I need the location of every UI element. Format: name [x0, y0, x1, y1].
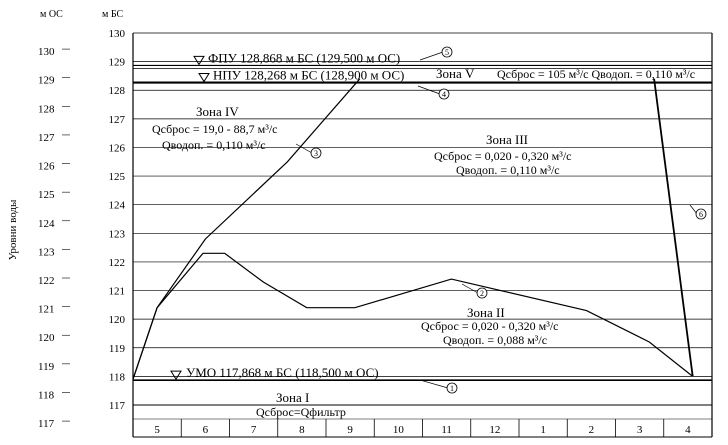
y-tick-bs: 122 [109, 257, 126, 269]
zone-ii-flow-2: Qводоп. = 0,088 м³/с [443, 333, 547, 347]
level-marker-fpu [193, 55, 205, 66]
zone-iii-flow-1: Qсброс = 0,020 - 0,320 м³/с [434, 149, 571, 163]
x-tick-month: 4 [685, 424, 691, 436]
level-label-fpu: ФПУ 128,868 м БС (129,500 м ОС) [208, 50, 400, 65]
y-tick-bs: 119 [109, 343, 126, 355]
plot-frame [132, 33, 713, 438]
marker-circle-1 [446, 382, 458, 394]
y-tick-os: 117 [38, 418, 55, 430]
marker-label-2: 2 [480, 289, 484, 298]
x-tick-month: 8 [299, 424, 305, 436]
header-bs: м БС [102, 9, 124, 20]
y-tick-os: 124 [38, 218, 55, 230]
zone-annotations: Зона V Qсброс = 105 м³/с Qводоп. = 0,110 … [152, 66, 695, 419]
series-line-2 [132, 252, 694, 380]
y-tick-bs: 118 [109, 371, 126, 383]
y-tick-bs: 117 [109, 400, 126, 412]
y-tick-os: 119 [38, 361, 55, 373]
y-tick-bs: 130 [109, 28, 126, 40]
y-tick-bs: 126 [109, 142, 126, 154]
x-tick-month: 6 [203, 424, 209, 436]
marker-circle-2 [476, 287, 488, 299]
marker-leader-5 [419, 51, 444, 61]
marker-label-6: 6 [699, 210, 703, 219]
y-tick-os: 118 [38, 389, 55, 401]
y-tick-bs: 129 [109, 57, 126, 69]
marker-label-5: 5 [445, 48, 449, 57]
x-tick-month: 9 [347, 424, 353, 436]
y-tick-os: 122 [38, 275, 55, 287]
zone-i-flow: Qсброс=Qфильтр [256, 405, 346, 419]
marker-circle-3 [310, 147, 322, 159]
x-tick-month: 10 [393, 424, 405, 436]
y-axis-title: Уровни воды [7, 199, 19, 260]
y-tick-bs: 125 [109, 171, 126, 183]
zone-iv-name: Зона IV [196, 104, 239, 119]
axis-ticks: 1301291281271261251241231221211201191181… [38, 28, 691, 436]
level-marker-umo [170, 370, 182, 381]
x-tick-month: 3 [637, 424, 643, 436]
zone-iii-name: Зона III [486, 132, 528, 147]
marker-leader-3 [295, 143, 313, 154]
marker-label-1: 1 [450, 384, 454, 393]
y-tick-bs: 128 [109, 85, 126, 97]
level-label-umo: УМО 117,868 м БС (118,500 м ОС) [186, 365, 379, 380]
marker-leader-4 [417, 85, 441, 95]
zone-v-flow: Qсброс = 105 м³/с Qводоп. = 0,110 м³/с [497, 67, 695, 81]
series-line-6 [653, 78, 694, 377]
marker-label-4: 4 [442, 90, 446, 99]
y-tick-os: 129 [38, 75, 55, 87]
x-tick-month: 5 [154, 424, 160, 436]
x-tick-month: 2 [589, 424, 595, 436]
zone-v-name: Зона V [436, 66, 475, 81]
marker-circle-5 [441, 46, 453, 58]
x-tick-month: 11 [441, 424, 452, 436]
level-marker-npu [198, 73, 210, 83]
x-tick-month: 12 [489, 424, 500, 436]
y-tick-os: 123 [38, 246, 55, 258]
y-tick-os: 120 [38, 332, 55, 344]
y-tick-bs: 127 [109, 114, 126, 126]
zone-ii-flow-1: Qсброс = 0,020 - 0,320 м³/с [421, 319, 558, 333]
y-tick-bs: 120 [109, 314, 126, 326]
y-tick-os: 125 [38, 189, 55, 201]
marker-circle-4 [438, 88, 450, 100]
x-tick-month: 1 [540, 424, 546, 436]
marker-leader-1 [419, 379, 449, 389]
series-lines: 5 4 3 2 6 1 [132, 46, 707, 394]
y-tick-bs: 124 [109, 200, 126, 212]
zone-iv-flow-2: Qводоп. = 0,110 м³/с [162, 138, 266, 152]
y-tick-os: 128 [38, 103, 55, 115]
reference-levels: ФПУ 128,868 м БС (129,500 м ОС) НПУ 128,2… [133, 50, 712, 381]
y-tick-bs: 123 [109, 228, 126, 240]
marker-circle-6 [695, 208, 707, 220]
y-tick-os: 126 [38, 161, 55, 173]
zone-iv-flow-1: Qсброс = 19,0 - 88,7 м³/с [152, 122, 277, 136]
zone-i-name: Зона I [276, 390, 309, 405]
y-tick-bs: 121 [109, 286, 126, 298]
marker-label-3: 3 [314, 149, 318, 158]
zone-ii-name: Зона II [467, 305, 505, 320]
y-tick-os: 130 [38, 46, 55, 58]
x-tick-month: 7 [251, 424, 257, 436]
zone-iii-flow-2: Qводоп. = 0,110 м³/с [456, 163, 560, 177]
grid-lines [133, 32, 712, 377]
marker-leader-2 [461, 283, 479, 294]
level-label-npu: НПУ 128,268 м БС (128,900 м ОС) [213, 68, 404, 83]
header-os: м ОС [40, 9, 63, 20]
y-tick-os: 127 [38, 132, 55, 144]
y-tick-os: 121 [38, 304, 55, 316]
